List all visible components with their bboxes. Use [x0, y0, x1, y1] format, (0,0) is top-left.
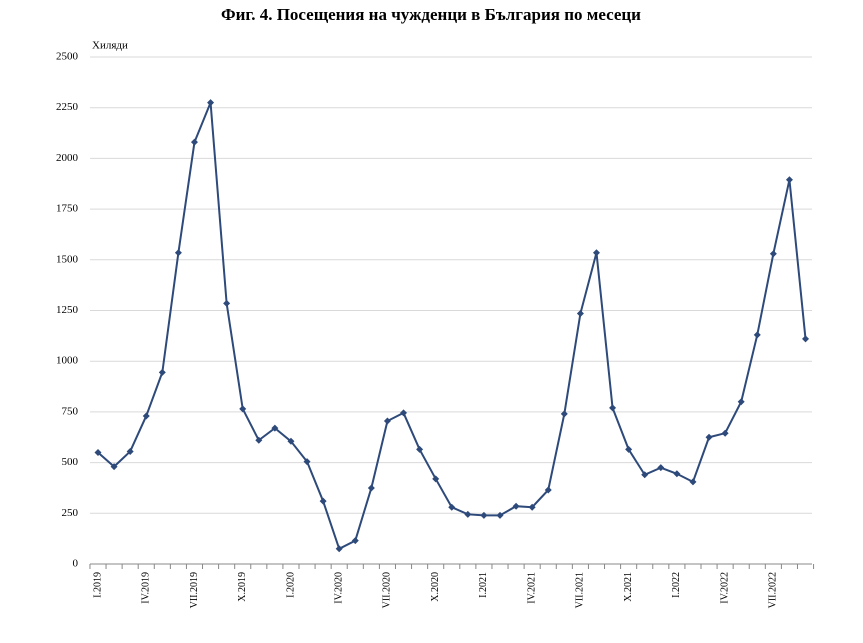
x-tick-label: IV.2021: [526, 572, 537, 604]
marker: [255, 436, 263, 444]
x-tick-label: X.2021: [623, 572, 634, 602]
marker: [190, 138, 198, 146]
marker: [383, 417, 391, 425]
y-tick-label: 1250: [56, 304, 79, 316]
y-tick-label: 1750: [56, 203, 79, 215]
marker: [592, 249, 600, 257]
x-tick-label: I.2019: [92, 572, 103, 598]
marker: [705, 433, 713, 441]
marker: [94, 448, 102, 456]
x-tick-label: X.2020: [430, 572, 441, 602]
marker: [351, 537, 359, 545]
marker: [367, 484, 375, 492]
marker: [207, 99, 215, 107]
x-tick-label: I.2020: [285, 572, 296, 598]
marker: [576, 310, 584, 318]
y-tick-label: 1500: [56, 253, 79, 265]
line: [97, 102, 807, 551]
marker: [142, 412, 150, 420]
marker: [737, 398, 745, 406]
marker: [158, 368, 166, 376]
marker: [448, 503, 456, 511]
y-tick-label: 2250: [56, 101, 79, 113]
y-tick-label: 2000: [56, 152, 79, 164]
marker: [785, 176, 793, 184]
marker: [721, 429, 729, 437]
x-tick-label: I.2022: [671, 572, 682, 598]
marker: [753, 331, 761, 339]
marker: [319, 497, 327, 505]
y-tick-label: 1000: [56, 355, 79, 367]
marker: [512, 502, 520, 510]
marker: [769, 250, 777, 258]
marker: [400, 409, 408, 417]
marker: [802, 335, 810, 343]
marker: [432, 475, 440, 483]
chart-title: Фиг. 4. Посещения на чужденци в България…: [221, 5, 641, 24]
marker: [335, 545, 343, 553]
x-tick-label: X.2019: [237, 572, 248, 602]
y-tick-label: 750: [62, 405, 79, 417]
marker: [544, 486, 552, 494]
marker: [416, 445, 424, 453]
marker: [464, 510, 472, 518]
marker: [609, 404, 617, 412]
marker: [528, 503, 536, 511]
marker: [271, 424, 279, 432]
marker: [560, 410, 568, 418]
marker: [480, 511, 488, 519]
y-tick-label: 2500: [56, 51, 79, 63]
x-tick-label: VII.2021: [575, 572, 586, 608]
y-tick-label: 0: [73, 558, 79, 570]
x-tick-label: IV.2019: [141, 572, 152, 604]
x-tick-label: I.2021: [478, 572, 489, 598]
marker: [496, 511, 504, 519]
marker: [174, 249, 182, 257]
marker: [126, 447, 134, 455]
y-tick-label: 250: [62, 507, 79, 519]
marker: [110, 463, 118, 471]
x-tick-label: IV.2022: [719, 572, 730, 604]
x-tick-label: VII.2019: [189, 572, 200, 608]
y-tick-label: 500: [62, 456, 79, 468]
marker: [287, 437, 295, 445]
marker: [657, 464, 665, 472]
x-tick-label: VII.2020: [382, 572, 393, 608]
marker: [239, 405, 247, 413]
x-tick-label: IV.2020: [333, 572, 344, 604]
marker: [689, 478, 697, 486]
marker: [641, 471, 649, 479]
marker: [673, 470, 681, 478]
marker: [223, 299, 231, 307]
unit-label: Хиляди: [92, 40, 128, 52]
x-tick-label: VII.2022: [768, 572, 779, 608]
marker: [303, 458, 311, 466]
marker: [625, 445, 633, 453]
